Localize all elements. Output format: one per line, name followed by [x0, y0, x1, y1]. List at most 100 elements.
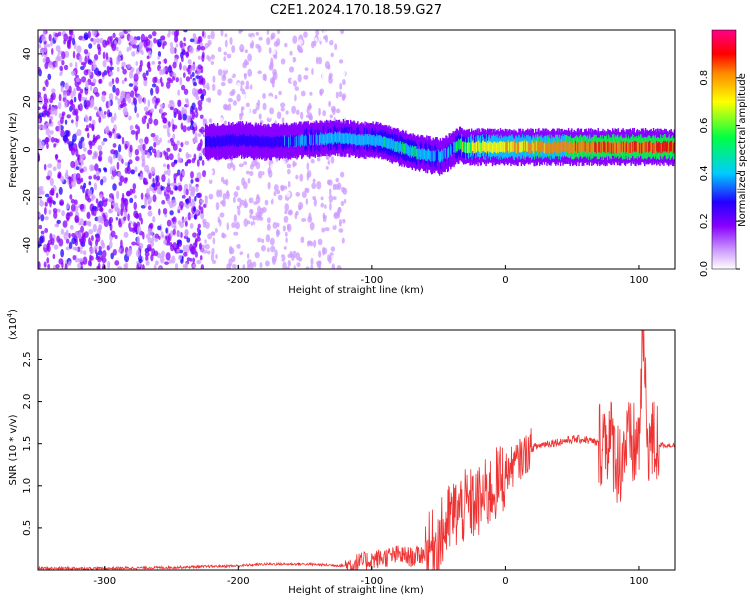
heatmap-ridge-cell [282, 137, 285, 149]
heatmap-noise-cell [143, 78, 148, 87]
heatmap-ridge-cell [407, 145, 410, 156]
heatmap-ridge-cell [340, 133, 342, 144]
heatmap-noise-cell [329, 39, 334, 46]
heatmap-noise-cell [311, 67, 314, 76]
heatmap-noise-cell [59, 65, 63, 72]
heatmap-ridge-cell [637, 142, 640, 154]
heatmap-noise-cell [192, 122, 198, 128]
heatmap-noise-cell [174, 263, 179, 269]
heatmap-noise-cell [61, 51, 66, 60]
heatmap-noise-cell [155, 175, 158, 184]
heatmap-noise-cell [166, 219, 172, 227]
spectrogram-x-ticks: -300 -200 -100 0 100 [93, 265, 648, 286]
heatmap-ridge-cell [390, 139, 392, 150]
heatmap-ridge-cell [588, 143, 591, 154]
heatmap-noise-cell [64, 50, 70, 58]
x-tick-label: -200 [227, 576, 250, 587]
heatmap-noise-cell [63, 64, 69, 71]
heatmap-noise-cell [173, 221, 177, 230]
snr-frame [37, 329, 676, 571]
heatmap-noise-cell [325, 34, 329, 43]
heatmap-noise-cell [177, 205, 181, 211]
heatmap-noise-cell [87, 197, 92, 203]
heatmap-ridge-cell [275, 137, 277, 148]
heatmap-ridge-cell [229, 134, 232, 145]
heatmap-noise-cell [80, 225, 84, 233]
heatmap-ridge-cell [219, 136, 221, 148]
heatmap-ridge-cell [512, 140, 515, 152]
heatmap-ridge-cell [455, 140, 458, 152]
x-tick-label: -200 [227, 275, 250, 286]
heatmap-ridge-cell [240, 135, 242, 146]
heatmap-noise-cell [335, 79, 340, 87]
heatmap-noise-cell [130, 90, 135, 98]
heatmap-ridge-cell [664, 140, 667, 152]
heatmap-ridge-cell [389, 138, 391, 149]
heatmap-ridge-cell [583, 141, 586, 153]
heatmap-ridge-cell [442, 148, 445, 160]
heatmap-ridge-cell [534, 140, 536, 152]
heatmap-noise-cell [71, 119, 74, 124]
heatmap-ridge-cell [305, 134, 307, 145]
heatmap-ridge-cell [570, 142, 572, 153]
heatmap-noise-cell [195, 185, 199, 193]
heatmap-ridge-cell [329, 133, 332, 144]
heatmap-ridge-cell [648, 142, 650, 153]
heatmap-noise-cell [64, 83, 68, 89]
heatmap-ridge-cell [432, 150, 434, 162]
heatmap-ridge-cell [321, 134, 323, 145]
heatmap-noise-cell [43, 163, 47, 171]
heatmap-noise-cell [165, 227, 168, 234]
heatmap-ridge-cell [522, 141, 524, 152]
heatmap-noise-cell [176, 248, 180, 253]
heatmap-noise-cell [117, 98, 121, 106]
heatmap-noise-cell [218, 259, 223, 266]
heatmap-noise-cell [313, 239, 317, 248]
heatmap-noise-cell [239, 113, 243, 121]
heatmap-noise-cell [92, 30, 97, 37]
heatmap-noise-cell [340, 30, 345, 35]
heatmap-noise-cell [186, 159, 192, 164]
heatmap-ridge-cell [489, 141, 491, 153]
heatmap-noise-cell [167, 132, 171, 138]
heatmap-noise-cell [99, 206, 104, 213]
heatmap-noise-cell [268, 103, 273, 107]
heatmap-ridge-cell [306, 133, 309, 145]
heatmap-noise-cell [224, 33, 228, 38]
heatmap-noise-cell [275, 172, 280, 180]
heatmap-noise-cell [329, 202, 332, 211]
heatmap-noise-cell [282, 185, 288, 190]
heatmap-ridge-cell [672, 140, 674, 152]
heatmap-ridge-cell [494, 142, 497, 153]
heatmap-ridge-cell [627, 143, 630, 154]
heatmap-noise-cell [315, 56, 319, 65]
heatmap-noise-cell [60, 228, 65, 235]
heatmap-noise-cell [80, 61, 86, 66]
heatmap-ridge-cell [383, 136, 386, 147]
snr-series-line [38, 330, 675, 570]
heatmap-noise-cell [57, 56, 63, 62]
colorbar-tick-label: 0.4 [699, 165, 710, 181]
heatmap-noise-cell [38, 140, 42, 148]
heatmap-noise-cell [269, 107, 275, 115]
heatmap-ridge-cell [272, 137, 274, 148]
heatmap-ridge-cell [613, 142, 615, 153]
heatmap-noise-cell [126, 46, 130, 53]
heatmap-ridge-cell [563, 141, 565, 152]
heatmap-noise-cell [97, 255, 102, 263]
heatmap-ridge-cell [417, 148, 419, 160]
heatmap-noise-cell [89, 254, 92, 262]
heatmap-noise-cell [261, 52, 266, 59]
heatmap-noise-cell [150, 240, 155, 247]
heatmap-noise-cell [294, 94, 297, 102]
heatmap-noise-cell [247, 68, 253, 77]
heatmap-noise-cell [117, 265, 123, 269]
heatmap-ridge-cell [456, 142, 458, 153]
heatmap-noise-cell [238, 172, 242, 179]
heatmap-noise-cell [149, 222, 154, 229]
heatmap-noise-cell [325, 165, 329, 170]
heatmap-ridge-cell [622, 141, 624, 153]
heatmap-ridge-cell [303, 134, 305, 145]
heatmap-ridge-cell [293, 135, 296, 146]
heatmap-noise-cell [49, 97, 54, 104]
